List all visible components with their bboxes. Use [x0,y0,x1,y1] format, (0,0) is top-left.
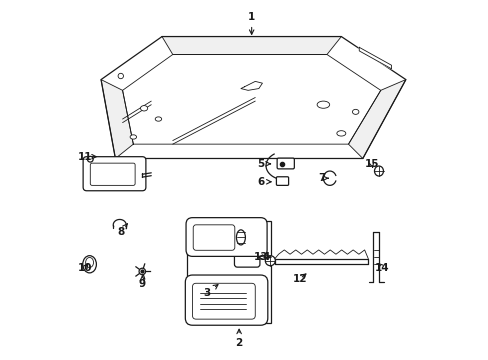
Ellipse shape [139,268,145,275]
Text: 3: 3 [203,285,218,298]
FancyBboxPatch shape [185,275,267,325]
Ellipse shape [118,73,123,79]
FancyBboxPatch shape [90,163,135,185]
Ellipse shape [140,105,147,111]
Ellipse shape [236,230,245,245]
FancyBboxPatch shape [192,283,255,319]
Text: 2: 2 [235,329,242,348]
FancyBboxPatch shape [185,218,266,256]
FancyBboxPatch shape [234,248,260,267]
Ellipse shape [85,257,93,267]
Ellipse shape [374,166,383,176]
Polygon shape [162,37,341,54]
Text: 9: 9 [139,276,145,289]
Ellipse shape [87,156,93,162]
Polygon shape [101,80,133,158]
Text: 8: 8 [117,224,127,237]
Ellipse shape [155,117,162,121]
Text: 14: 14 [374,263,389,273]
FancyBboxPatch shape [193,225,234,250]
FancyBboxPatch shape [277,158,294,169]
Polygon shape [359,47,391,69]
Polygon shape [241,81,262,90]
Text: 5: 5 [257,159,270,169]
FancyBboxPatch shape [83,157,145,191]
Ellipse shape [336,131,345,136]
Text: 6: 6 [257,177,270,187]
Ellipse shape [265,256,275,266]
Bar [187,221,271,323]
Ellipse shape [130,135,136,139]
Ellipse shape [82,256,96,273]
Polygon shape [348,80,405,158]
Text: 11: 11 [78,152,96,162]
Text: 7: 7 [317,173,327,183]
Text: 15: 15 [364,159,378,169]
Text: 10: 10 [78,263,92,273]
Text: 4: 4 [258,252,269,262]
Text: 13: 13 [253,252,270,262]
FancyBboxPatch shape [276,177,288,185]
Text: 12: 12 [292,274,306,284]
Polygon shape [101,37,405,158]
Text: 1: 1 [247,12,255,34]
Ellipse shape [352,109,358,114]
Ellipse shape [317,101,329,108]
